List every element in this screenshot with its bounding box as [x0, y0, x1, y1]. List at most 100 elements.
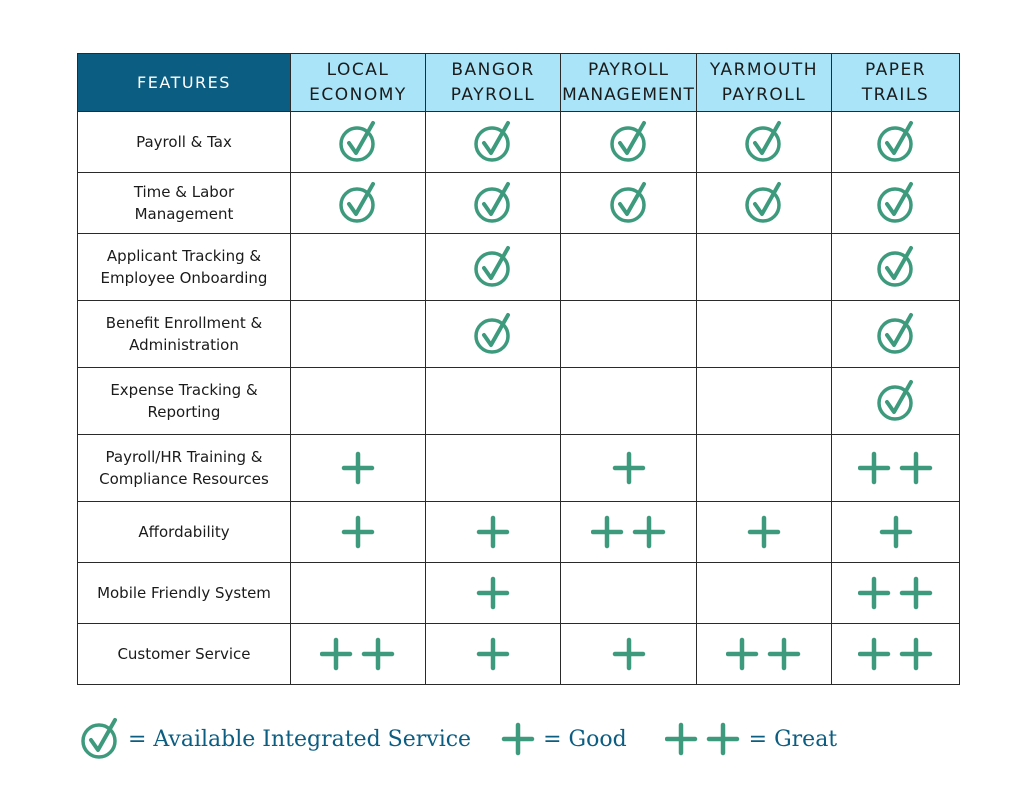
rating-cell [425, 623, 561, 685]
table-row: Payroll/HR Training & Compliance Resource… [77, 434, 960, 502]
rating-cell [560, 562, 697, 624]
plus-icon [747, 515, 781, 549]
double-plus-icon [857, 451, 934, 485]
rating-cell [696, 111, 832, 173]
double-plus-icon [320, 637, 396, 671]
rating-cell [560, 623, 697, 685]
rating-cell [290, 501, 426, 563]
rating-cell [696, 501, 832, 563]
rating-cell [831, 233, 960, 301]
rating-cell [831, 623, 960, 685]
check-icon [473, 120, 513, 164]
provider-header: YARMOUTH PAYROLL [696, 53, 832, 112]
legend-good-label: = Good [543, 726, 627, 752]
rating-cell [831, 111, 960, 173]
plus-icon [476, 637, 510, 671]
plus-icon [612, 637, 646, 671]
feature-label: Customer Service [77, 623, 291, 685]
rating-cell [290, 623, 426, 685]
rating-cell [290, 434, 426, 502]
check-icon [338, 181, 378, 225]
rating-cell [560, 300, 697, 368]
rating-cell [425, 562, 561, 624]
feature-label-line: Expense Tracking & [110, 381, 258, 399]
rating-cell [560, 233, 697, 301]
check-icon [876, 379, 916, 423]
feature-label-line: Payroll/HR Training & [105, 448, 263, 466]
rating-cell [425, 300, 561, 368]
rating-cell [696, 233, 832, 301]
rating-cell [425, 367, 561, 435]
rating-cell [425, 172, 561, 234]
provider-header: PAPER TRAILS [831, 53, 960, 112]
provider-name-line1: YARMOUTH [709, 59, 819, 80]
provider-name-line1: PAPER [864, 59, 927, 80]
double-plus-icon [857, 637, 934, 671]
table-row: Payroll & Tax [77, 111, 960, 173]
check-icon [876, 181, 916, 225]
check-icon [876, 312, 916, 356]
rating-cell [425, 501, 561, 563]
rating-cell [696, 367, 832, 435]
table-row: Affordability [77, 501, 960, 563]
feature-label-line: Benefit Enrollment & [105, 314, 263, 332]
feature-label-line: Affordability [138, 523, 230, 541]
check-icon [609, 120, 649, 164]
provider-name-line2: PAYROLL [721, 84, 807, 105]
rating-cell [696, 434, 832, 502]
table-row: Mobile Friendly System [77, 562, 960, 624]
table-row: Time & Labor Management [77, 172, 960, 234]
rating-cell [425, 233, 561, 301]
check-icon [876, 120, 916, 164]
rating-cell [831, 501, 960, 563]
rating-cell [560, 434, 697, 502]
plus-icon [476, 576, 510, 610]
plus-icon [612, 451, 646, 485]
provider-name-line1: PAYROLL [588, 59, 669, 80]
feature-label: Payroll & Tax [77, 111, 291, 173]
legend-good: = Good [501, 722, 627, 756]
provider-header: BANGOR PAYROLL [425, 53, 561, 112]
rating-cell [290, 111, 426, 173]
feature-label: Mobile Friendly System [77, 562, 291, 624]
provider-name-line2: ECONOMY [309, 84, 407, 105]
feature-label: Affordability [77, 501, 291, 563]
legend: = Available Integrated Service = Good = … [80, 714, 837, 764]
plus-icon [879, 515, 913, 549]
rating-cell [425, 434, 561, 502]
legend-great-label: = Great [748, 726, 838, 752]
rating-cell [425, 111, 561, 173]
plus-icon [476, 515, 510, 549]
check-icon [609, 181, 649, 225]
double-plus-icon [590, 515, 667, 549]
rating-cell [696, 562, 832, 624]
check-icon [473, 181, 513, 225]
table-row: Applicant Tracking & Employee Onboarding [77, 233, 960, 301]
check-icon [876, 245, 916, 289]
provider-header: LOCAL ECONOMY [290, 53, 426, 112]
feature-label-line: Management [134, 205, 234, 223]
rating-cell [560, 367, 697, 435]
rating-cell [831, 172, 960, 234]
rating-cell [290, 367, 426, 435]
plus-icon [341, 451, 375, 485]
table-row: Customer Service [77, 623, 960, 685]
table-row: Expense Tracking & Reporting [77, 367, 960, 435]
provider-name-line2: PAYROLL [450, 84, 536, 105]
feature-label-line: Time & Labor [133, 183, 235, 201]
feature-label: Applicant Tracking & Employee Onboarding [77, 233, 291, 301]
provider-name-line2: TRAILS [861, 84, 930, 105]
rating-cell [560, 111, 697, 173]
provider-name-line1: LOCAL [326, 59, 390, 80]
rating-cell [290, 233, 426, 301]
feature-label-line: Compliance Resources [99, 470, 269, 488]
check-icon [744, 181, 784, 225]
rating-cell [831, 367, 960, 435]
check-icon [80, 717, 120, 761]
provider-header: PAYROLL MANAGEMENT [560, 53, 697, 112]
feature-label-line: Mobile Friendly System [97, 584, 271, 602]
provider-name-line2: MANAGEMENT [562, 84, 695, 105]
rating-cell [831, 434, 960, 502]
rating-cell [290, 562, 426, 624]
feature-label-line: Customer Service [117, 645, 251, 663]
